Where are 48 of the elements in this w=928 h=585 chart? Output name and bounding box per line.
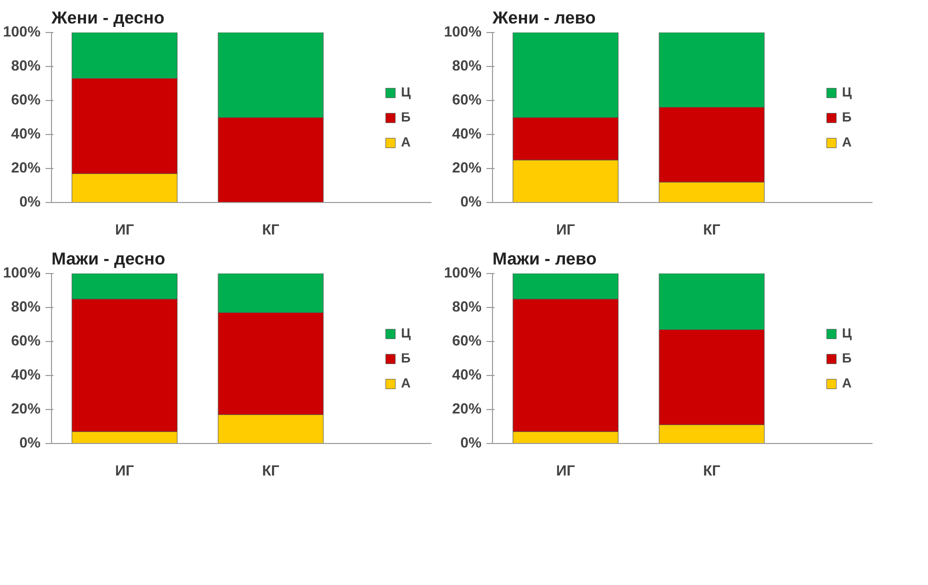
legend-label: А: [401, 376, 412, 390]
y-tick-label: 100%: [444, 266, 482, 282]
y-tick-label: 0%: [19, 194, 41, 210]
legend-label: Ц: [842, 326, 853, 340]
y-tick-label: 60%: [452, 92, 482, 108]
legend-label: Ц: [842, 84, 853, 100]
y-tick-label: 60%: [11, 334, 41, 350]
legend-label: А: [842, 376, 853, 390]
y-tick-label: 20%: [11, 160, 41, 176]
x-tick-label: ИГ: [115, 464, 135, 480]
chart-title: Жени - лево: [492, 8, 596, 28]
y-tick-label: 0%: [460, 436, 482, 452]
x-tick-label: КГ: [262, 464, 280, 480]
y-tick-label: 60%: [11, 92, 41, 108]
x-tick-label: КГ: [703, 464, 722, 480]
x-tick-label: ИГ: [556, 464, 576, 480]
y-tick-label: 0%: [460, 194, 482, 210]
y-tick-label: 100%: [3, 266, 41, 282]
y-tick-label: 40%: [11, 126, 41, 142]
y-tick-label: 40%: [452, 126, 482, 142]
y-tick-label: 40%: [11, 368, 41, 384]
y-tick-label: 80%: [11, 58, 41, 74]
legend-label: Б: [842, 350, 853, 366]
legend-label: Б: [842, 110, 853, 124]
y-tick-label: 80%: [452, 58, 482, 74]
y-tick-label: 0%: [19, 436, 41, 452]
x-tick-label: ИГ: [115, 222, 135, 238]
y-tick-label: 60%: [452, 334, 482, 350]
legend-label: Ц: [401, 84, 412, 100]
y-tick-label: 80%: [452, 300, 482, 316]
y-tick-label: 20%: [11, 402, 41, 418]
x-tick-label: ИГ: [556, 222, 576, 238]
y-tick-label: 80%: [11, 300, 41, 316]
legend-label: Ц: [401, 326, 412, 340]
y-tick-label: 40%: [452, 368, 482, 384]
y-tick-label: 100%: [3, 24, 41, 40]
legend-label: А: [842, 134, 853, 150]
y-tick-label: 20%: [452, 160, 482, 176]
legend-label: Б: [401, 350, 412, 366]
chart-title: Жени - десно: [50, 8, 164, 28]
legend-label: А: [401, 134, 412, 150]
y-tick-label: 20%: [452, 402, 482, 418]
legend-label: Б: [401, 110, 412, 124]
chart-title: Мажи - лево: [492, 248, 597, 268]
x-tick-label: КГ: [703, 222, 722, 238]
x-tick-label: КГ: [262, 222, 280, 238]
y-tick-label: 100%: [444, 24, 482, 40]
chart-title: Мажи - десно: [52, 248, 166, 268]
